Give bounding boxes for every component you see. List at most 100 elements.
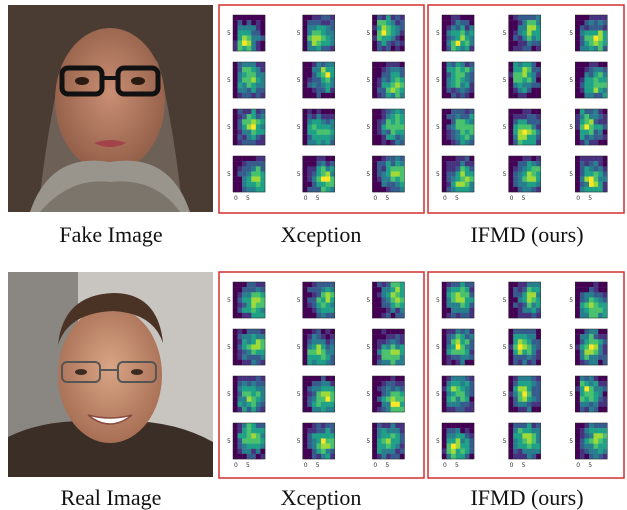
heatmap-cell (579, 344, 585, 350)
heatmap-cell (442, 87, 447, 94)
heatmap-cell (376, 166, 382, 172)
heatmap-cell (469, 82, 475, 88)
heatmap-cell (579, 396, 585, 402)
heatmap-cell (593, 339, 599, 345)
heatmap: 5 (227, 328, 266, 366)
heatmap-cell (399, 307, 405, 314)
heatmap-frame (302, 108, 335, 146)
heatmap-cell (311, 448, 317, 455)
heatmap-cell (536, 386, 541, 392)
heatmap-cell (376, 114, 382, 120)
heatmap-cell (513, 35, 518, 41)
heatmap-cell (531, 312, 537, 319)
heatmap-cell (255, 87, 261, 94)
heatmap-cell (386, 292, 391, 298)
heatmap-cell (593, 448, 599, 455)
heatmap-cell (455, 423, 461, 429)
heatmap-cell (588, 35, 594, 41)
heatmap-tick: 5 (297, 438, 301, 445)
heatmap-cell (446, 287, 452, 293)
heatmap-cell (602, 438, 608, 444)
heatmap-cell (325, 297, 331, 303)
heatmap-cell (316, 448, 322, 455)
heatmap-cell (251, 329, 257, 335)
heatmap-tick: 5 (227, 297, 231, 304)
heatmap-tick: 5 (569, 438, 573, 445)
heatmap-cell (395, 156, 401, 162)
heatmap-cell (386, 109, 391, 115)
heatmap-cell (242, 124, 247, 130)
heatmap-cell (237, 166, 243, 172)
heatmap-cell (390, 344, 396, 350)
heatmap-cell (302, 334, 308, 340)
heatmap-cell (460, 25, 466, 31)
heatmap-frame (575, 422, 608, 460)
heatmap-cell (531, 406, 537, 413)
heatmap-cell (381, 186, 387, 193)
heatmap-cell (302, 20, 308, 26)
heatmap-cell (575, 30, 581, 36)
heatmap-cell (399, 381, 405, 387)
heatmap-cell (325, 171, 331, 177)
heatmap-panel: 5 5 55 5 55 5 550 550 550 5 (427, 271, 625, 479)
heatmap-cell (446, 406, 452, 413)
heatmap-cell (302, 302, 308, 308)
heatmap-cell (320, 354, 326, 361)
heatmap-cell (320, 287, 326, 293)
heatmap-cell (446, 307, 452, 314)
heatmap-cell (325, 156, 331, 162)
heatmap-cell (372, 139, 378, 146)
heatmap-cell (588, 312, 594, 319)
heatmap-cell (399, 448, 405, 455)
heatmap-cell (376, 92, 382, 99)
heatmap-cell (508, 124, 514, 130)
heatmap-cell (469, 114, 475, 120)
heatmap-cell (372, 186, 378, 193)
heatmap-cell (307, 119, 313, 125)
heatmap-cell (372, 282, 378, 288)
heatmap-cell (316, 72, 322, 78)
heatmap-cell (469, 359, 475, 366)
heatmap-cell (307, 176, 313, 182)
heatmap-cell (460, 166, 466, 172)
heatmap-cell (602, 354, 608, 361)
heatmap-cell (233, 40, 238, 47)
heatmap-cell (513, 166, 518, 172)
heatmap-cell (531, 292, 537, 298)
heatmap-cell (579, 312, 585, 319)
heatmap-cell (237, 20, 243, 26)
heatmap-cell (233, 119, 238, 125)
heatmap-cell (593, 443, 599, 449)
heatmap-cell (579, 448, 585, 455)
heatmap-cell (598, 339, 603, 345)
heatmap-cell (446, 119, 452, 125)
heatmap-cell (325, 329, 331, 335)
heatmap-cell (399, 176, 405, 182)
heatmap-cell (233, 376, 238, 382)
heatmap-cell (307, 171, 313, 177)
heatmap-cell (381, 443, 387, 449)
heatmap-cell (316, 344, 322, 350)
heatmap-cell (588, 15, 594, 21)
heatmap-cell (451, 428, 456, 434)
heatmap-cell (602, 87, 608, 94)
heatmap-cell (325, 92, 331, 99)
heatmap-cell (455, 35, 461, 41)
heatmap-cell (442, 45, 447, 52)
heatmap-cell (602, 15, 608, 21)
heatmap-cell (522, 282, 528, 288)
heatmap-cell (242, 176, 247, 182)
heatmap-cell (602, 134, 608, 141)
heatmap-cell (395, 77, 401, 83)
heatmap-cell (372, 15, 378, 21)
heatmap-cell (513, 334, 518, 340)
heatmap-cell (451, 171, 456, 177)
heatmap-cell (460, 139, 466, 146)
heatmap-cell (522, 381, 528, 387)
heatmap-cell (575, 453, 581, 460)
heatmap-cell (584, 381, 590, 387)
heatmap-cell (260, 119, 266, 125)
heatmap-frame (232, 281, 266, 319)
heatmap-cell (255, 448, 261, 455)
heatmap-cell (579, 109, 585, 115)
